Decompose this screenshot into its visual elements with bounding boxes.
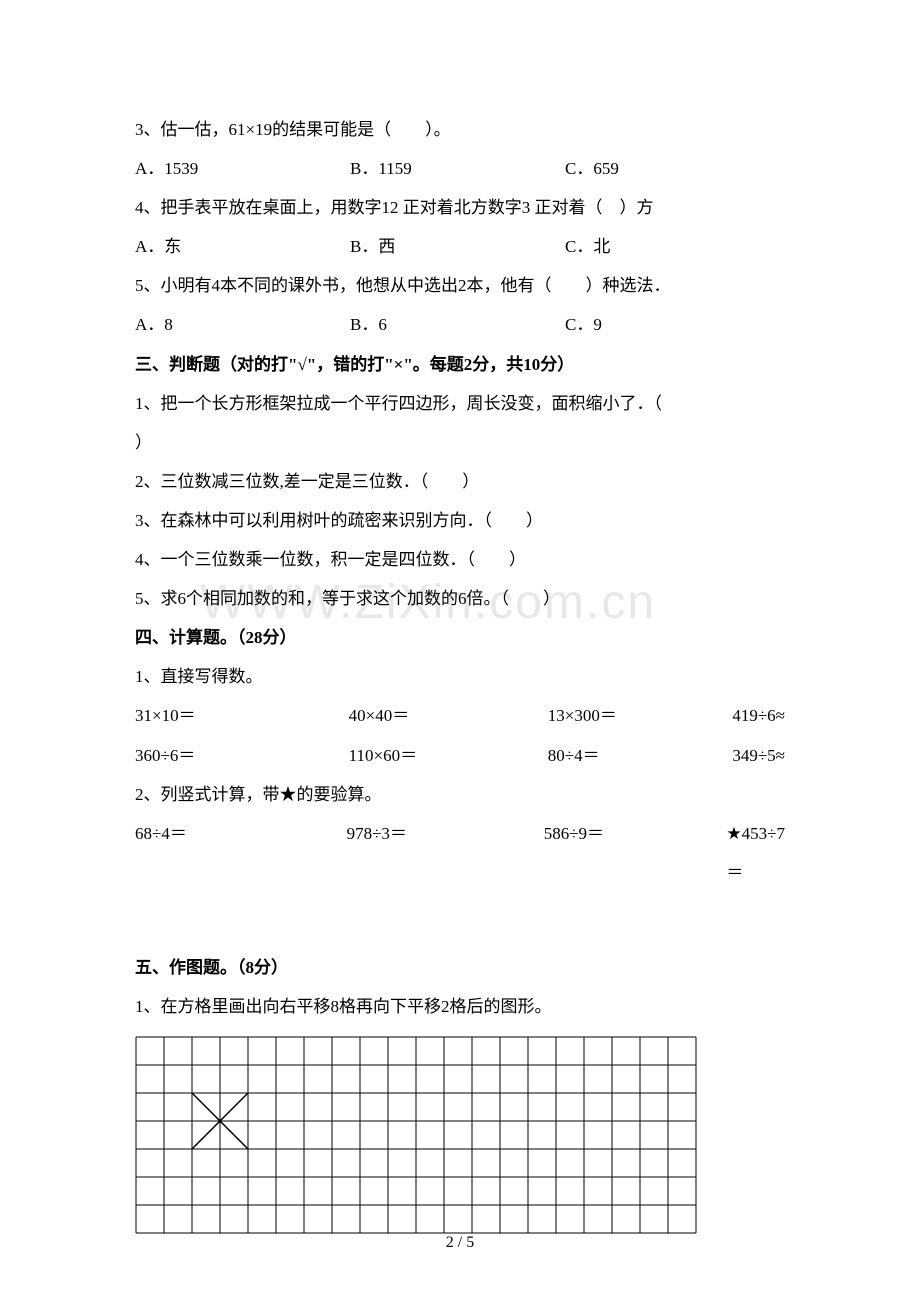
s4-r3-d: ★453÷7＝ [726,814,785,892]
q2-4-opt-a: A．东 [135,227,350,266]
q2-4-opt-b: B．西 [350,227,565,266]
q2-5-opt-c: C．9 [565,305,785,344]
s4-sub1: 1、直接写得数。 [135,657,785,696]
q2-3-opt-a: A．1539 [135,149,350,188]
s4-r3-b: 978÷3＝ [347,814,544,892]
q2-4-options: A．东 B．西 C．北 [135,227,785,266]
s4-r3-a: 68÷4＝ [135,814,347,892]
q2-3-options: A．1539 B．1159 C．659 [135,149,785,188]
grid-svg [135,1036,697,1234]
s5-q1: 1、在方格里画出向右平移8格再向下平移2格后的图形。 [135,987,785,1026]
s3-q5: 5、求6个相同加数的和，等于求这个加数的6倍。（ ） [135,579,785,618]
s3-q2: 2、三位数减三位数,差一定是三位数．（ ） [135,462,785,501]
s4-row3: 68÷4＝ 978÷3＝ 586÷9＝ ★453÷7＝ [135,814,785,892]
s3-q1a: 1、把一个长方形框架拉成一个平行四边形，周长没变，面积缩小了．（ [135,384,785,423]
s4-sub2: 2、列竖式计算，带★的要验算。 [135,775,785,814]
q2-5-opt-b: B．6 [350,305,565,344]
s4-r1-a: 31×10＝ [135,696,349,735]
section3-title: 三、判断题（对的打"√"，错的打"×"。每题2分，共10分） [135,345,785,384]
s3-q3: 3、在森林中可以利用树叶的疏密来识别方向．（ ） [135,501,785,540]
section5-title: 五、作图题。（8分） [135,948,785,987]
s4-row1: 31×10＝ 40×40＝ 13×300＝ 419÷6≈ [135,696,785,735]
grid-figure [135,1036,785,1239]
q2-3-text: 3、估一估，61×19的结果可能是（ ）。 [135,110,785,149]
q2-3-opt-c: C．659 [565,149,785,188]
s4-r2-b: 110×60＝ [349,736,548,775]
s4-row2: 360÷6＝ 110×60＝ 80÷4＝ 349÷5≈ [135,736,785,775]
q2-4-opt-c: C．北 [565,227,785,266]
q2-5-text: 5、小明有4本不同的课外书，他想从中选出2本，他有（ ）种选法． [135,266,785,305]
s4-r1-b: 40×40＝ [349,696,548,735]
q2-5-options: A．8 B．6 C．9 [135,305,785,344]
page-content: 3、估一估，61×19的结果可能是（ ）。 A．1539 B．1159 C．65… [135,110,785,1239]
q2-4-text: 4、把手表平放在桌面上，用数字12 正对着北方数字3 正对着（ ）方 [135,188,785,227]
q2-3-opt-b: B．1159 [350,149,565,188]
section4-title: 四、计算题。（28分） [135,618,785,657]
s4-r2-d: 349÷5≈ [732,736,785,775]
s3-q4: 4、一个三位数乘一位数，积一定是四位数．（ ） [135,540,785,579]
s3-q1b: ） [135,423,785,462]
s4-r1-c: 13×300＝ [548,696,733,735]
s4-r1-d: 419÷6≈ [732,696,785,735]
s4-r2-c: 80÷4＝ [548,736,733,775]
q2-5-opt-a: A．8 [135,305,350,344]
s4-r3-c: 586÷9＝ [544,814,727,892]
s4-r2-a: 360÷6＝ [135,736,349,775]
